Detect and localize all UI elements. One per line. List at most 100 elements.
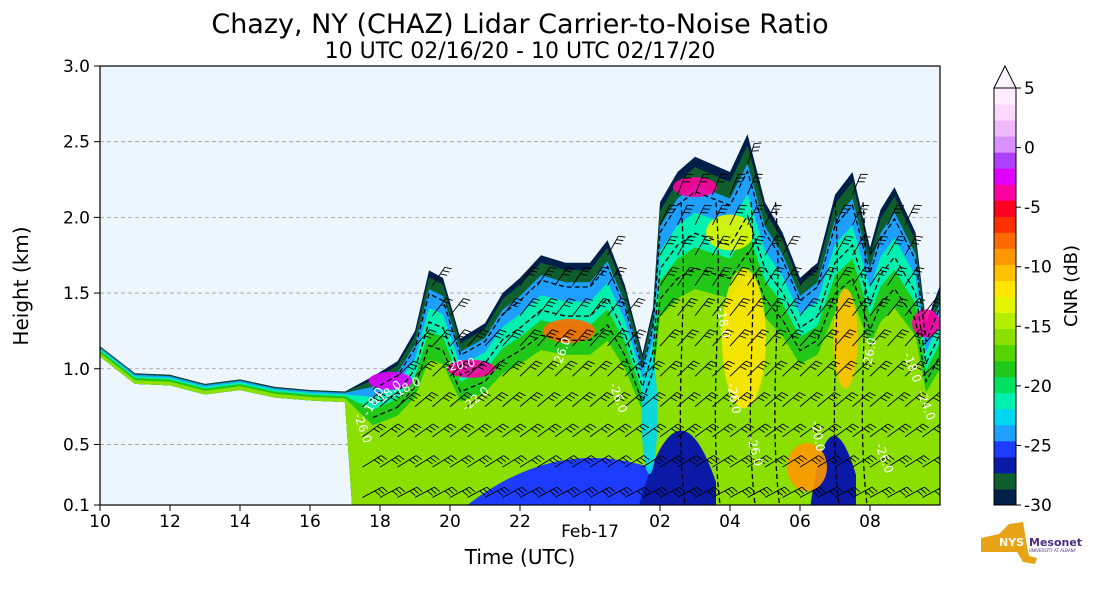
wind-barb-flag bbox=[758, 235, 766, 238]
wind-barb-flag bbox=[503, 455, 510, 461]
wind-barb-flag bbox=[726, 394, 733, 399]
wind-barb-flag bbox=[723, 235, 731, 238]
wind-barb-flag bbox=[905, 423, 912, 429]
wind-barb-flag bbox=[846, 459, 853, 465]
wind-barb-flag bbox=[569, 457, 577, 463]
wind-barb-flag bbox=[548, 301, 556, 305]
wind-barb-flag bbox=[546, 335, 554, 339]
wind-barb-flag bbox=[666, 211, 674, 214]
wind-barb-flag bbox=[783, 455, 790, 461]
wind-barb-flag bbox=[373, 397, 380, 402]
wind-barb-flag bbox=[660, 455, 668, 461]
y-tick-label: 3.0 bbox=[63, 57, 90, 77]
wind-barb-flag bbox=[828, 428, 835, 433]
wind-barb-flag bbox=[817, 423, 824, 429]
cnr-low-region bbox=[467, 457, 650, 505]
wind-barb-flag bbox=[809, 335, 817, 339]
wind-barb-flag bbox=[816, 392, 824, 397]
wind-barb-flag bbox=[530, 301, 538, 305]
wind-barb-flag bbox=[555, 455, 563, 461]
wind-barb-flag bbox=[858, 211, 866, 214]
wind-barb-flag bbox=[918, 298, 926, 301]
wind-barb-flag bbox=[878, 304, 886, 308]
wind-barb-flag bbox=[934, 459, 940, 465]
wind-barb-flag bbox=[778, 394, 786, 399]
wind-barb-flag bbox=[549, 266, 557, 270]
wind-barb-flag bbox=[587, 329, 594, 333]
wind-barb-flag bbox=[809, 366, 817, 370]
colorbar-swatch bbox=[994, 392, 1016, 410]
wind-barb-flag bbox=[834, 392, 841, 397]
wind-barb-flag bbox=[800, 423, 807, 429]
wind-barb-flag bbox=[564, 366, 572, 370]
wind-barb-flag bbox=[556, 486, 563, 493]
wind-barb-flag bbox=[760, 298, 768, 301]
wind-barb-flag bbox=[442, 366, 450, 370]
wind-barb-flag bbox=[512, 366, 520, 370]
wind-barb-flag bbox=[391, 459, 398, 465]
wind-barb-flag bbox=[537, 423, 544, 429]
wind-barb-flag bbox=[758, 428, 765, 433]
wind-barb-flag bbox=[408, 428, 415, 433]
colorbar-swatch bbox=[994, 344, 1016, 362]
wind-barb-flag bbox=[895, 304, 903, 308]
wind-barb-flag bbox=[378, 488, 384, 494]
wind-barb-flag bbox=[514, 459, 521, 465]
wind-barb-flag bbox=[497, 363, 505, 368]
wind-barb-flag bbox=[883, 394, 891, 399]
wind-barb-flag bbox=[618, 235, 626, 238]
wind-barb-flag bbox=[832, 457, 839, 463]
wind-barb-flag bbox=[465, 360, 473, 365]
wind-barb-flag bbox=[515, 363, 522, 368]
wind-barb-flag bbox=[584, 332, 592, 336]
wind-barb-flag bbox=[432, 423, 439, 429]
wind-barb-flag bbox=[476, 335, 484, 339]
wind-barb-flag bbox=[701, 211, 709, 214]
wind-barb-flag bbox=[862, 270, 870, 273]
wind-barb-flag bbox=[921, 392, 929, 397]
wind-barb-flag bbox=[497, 490, 503, 496]
colorbar-swatch bbox=[994, 200, 1016, 217]
wind-barb-flag bbox=[774, 270, 782, 273]
wind-barb-flag bbox=[567, 490, 573, 496]
wind-barb-flag bbox=[459, 335, 467, 339]
wind-barb-flag bbox=[762, 457, 769, 463]
x-tick-label: 16 bbox=[299, 512, 321, 532]
wind-barb-flag bbox=[464, 329, 472, 333]
wind-barb-flag bbox=[722, 204, 730, 207]
wind-barb-flag bbox=[600, 397, 608, 402]
wind-barb-flag bbox=[896, 239, 904, 242]
wind-barb-flag bbox=[677, 423, 684, 429]
wind-barb-flag bbox=[446, 425, 454, 431]
wind-barb-flag bbox=[743, 394, 751, 399]
wind-barb-flag bbox=[826, 335, 834, 339]
wind-barb-flag bbox=[829, 332, 837, 336]
contour-line bbox=[372, 251, 940, 419]
wind-barb-flag bbox=[777, 363, 785, 368]
wind-barb-flag bbox=[917, 363, 925, 368]
wind-barb-flag bbox=[881, 332, 889, 336]
wind-barb-flag bbox=[885, 488, 892, 494]
wind-barb-flag bbox=[784, 486, 791, 493]
wind-barb-flag bbox=[394, 425, 401, 431]
wind-barb-flag bbox=[849, 425, 856, 431]
wind-barb-flag bbox=[620, 363, 627, 368]
wind-barb-flag bbox=[848, 394, 856, 399]
wind-barb-flag bbox=[789, 242, 797, 245]
wind-barb-flag bbox=[584, 490, 591, 496]
wind-barb-flag bbox=[619, 332, 627, 336]
wind-barb-flag bbox=[667, 273, 675, 276]
wind-barb-flag bbox=[672, 490, 678, 496]
x-tick-label: 02 bbox=[649, 512, 671, 532]
wind-barb-flag bbox=[797, 329, 804, 333]
wind-barb-flag bbox=[590, 455, 598, 461]
wind-barb-flag bbox=[574, 486, 581, 493]
wind-barb-flag bbox=[585, 298, 593, 301]
wind-barb-flag bbox=[416, 486, 423, 493]
wind-barb-flag bbox=[533, 394, 541, 399]
wind-barb-flag bbox=[599, 270, 607, 273]
wind-barb-flag bbox=[865, 298, 873, 301]
wind-barb-flag bbox=[792, 270, 800, 273]
wind-barb-flag bbox=[672, 266, 680, 270]
